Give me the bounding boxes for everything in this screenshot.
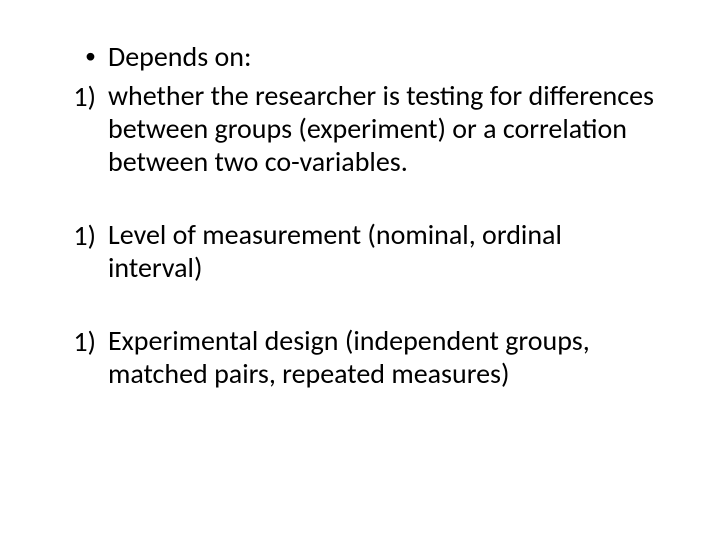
number-marker: 1) xyxy=(50,324,108,359)
list-item: 1) whether the researcher is testing for… xyxy=(50,79,660,178)
list-item: 1) Experimental design (independent grou… xyxy=(50,324,660,390)
list-item: • Depends on: xyxy=(50,40,660,73)
list-item-text: Level of measurement (nominal, ordinal i… xyxy=(108,218,660,284)
list-item: 1) Level of measurement (nominal, ordina… xyxy=(50,218,660,284)
number-marker: 1) xyxy=(50,218,108,253)
list-item-text: Depends on: xyxy=(108,40,660,73)
slide: • Depends on: 1) whether the researcher … xyxy=(0,0,720,540)
list-item-text: whether the researcher is testing for di… xyxy=(108,79,660,178)
bullet-marker: • xyxy=(50,40,108,72)
number-marker: 1) xyxy=(50,79,108,114)
list-item-text: Experimental design (independent groups,… xyxy=(108,324,660,390)
